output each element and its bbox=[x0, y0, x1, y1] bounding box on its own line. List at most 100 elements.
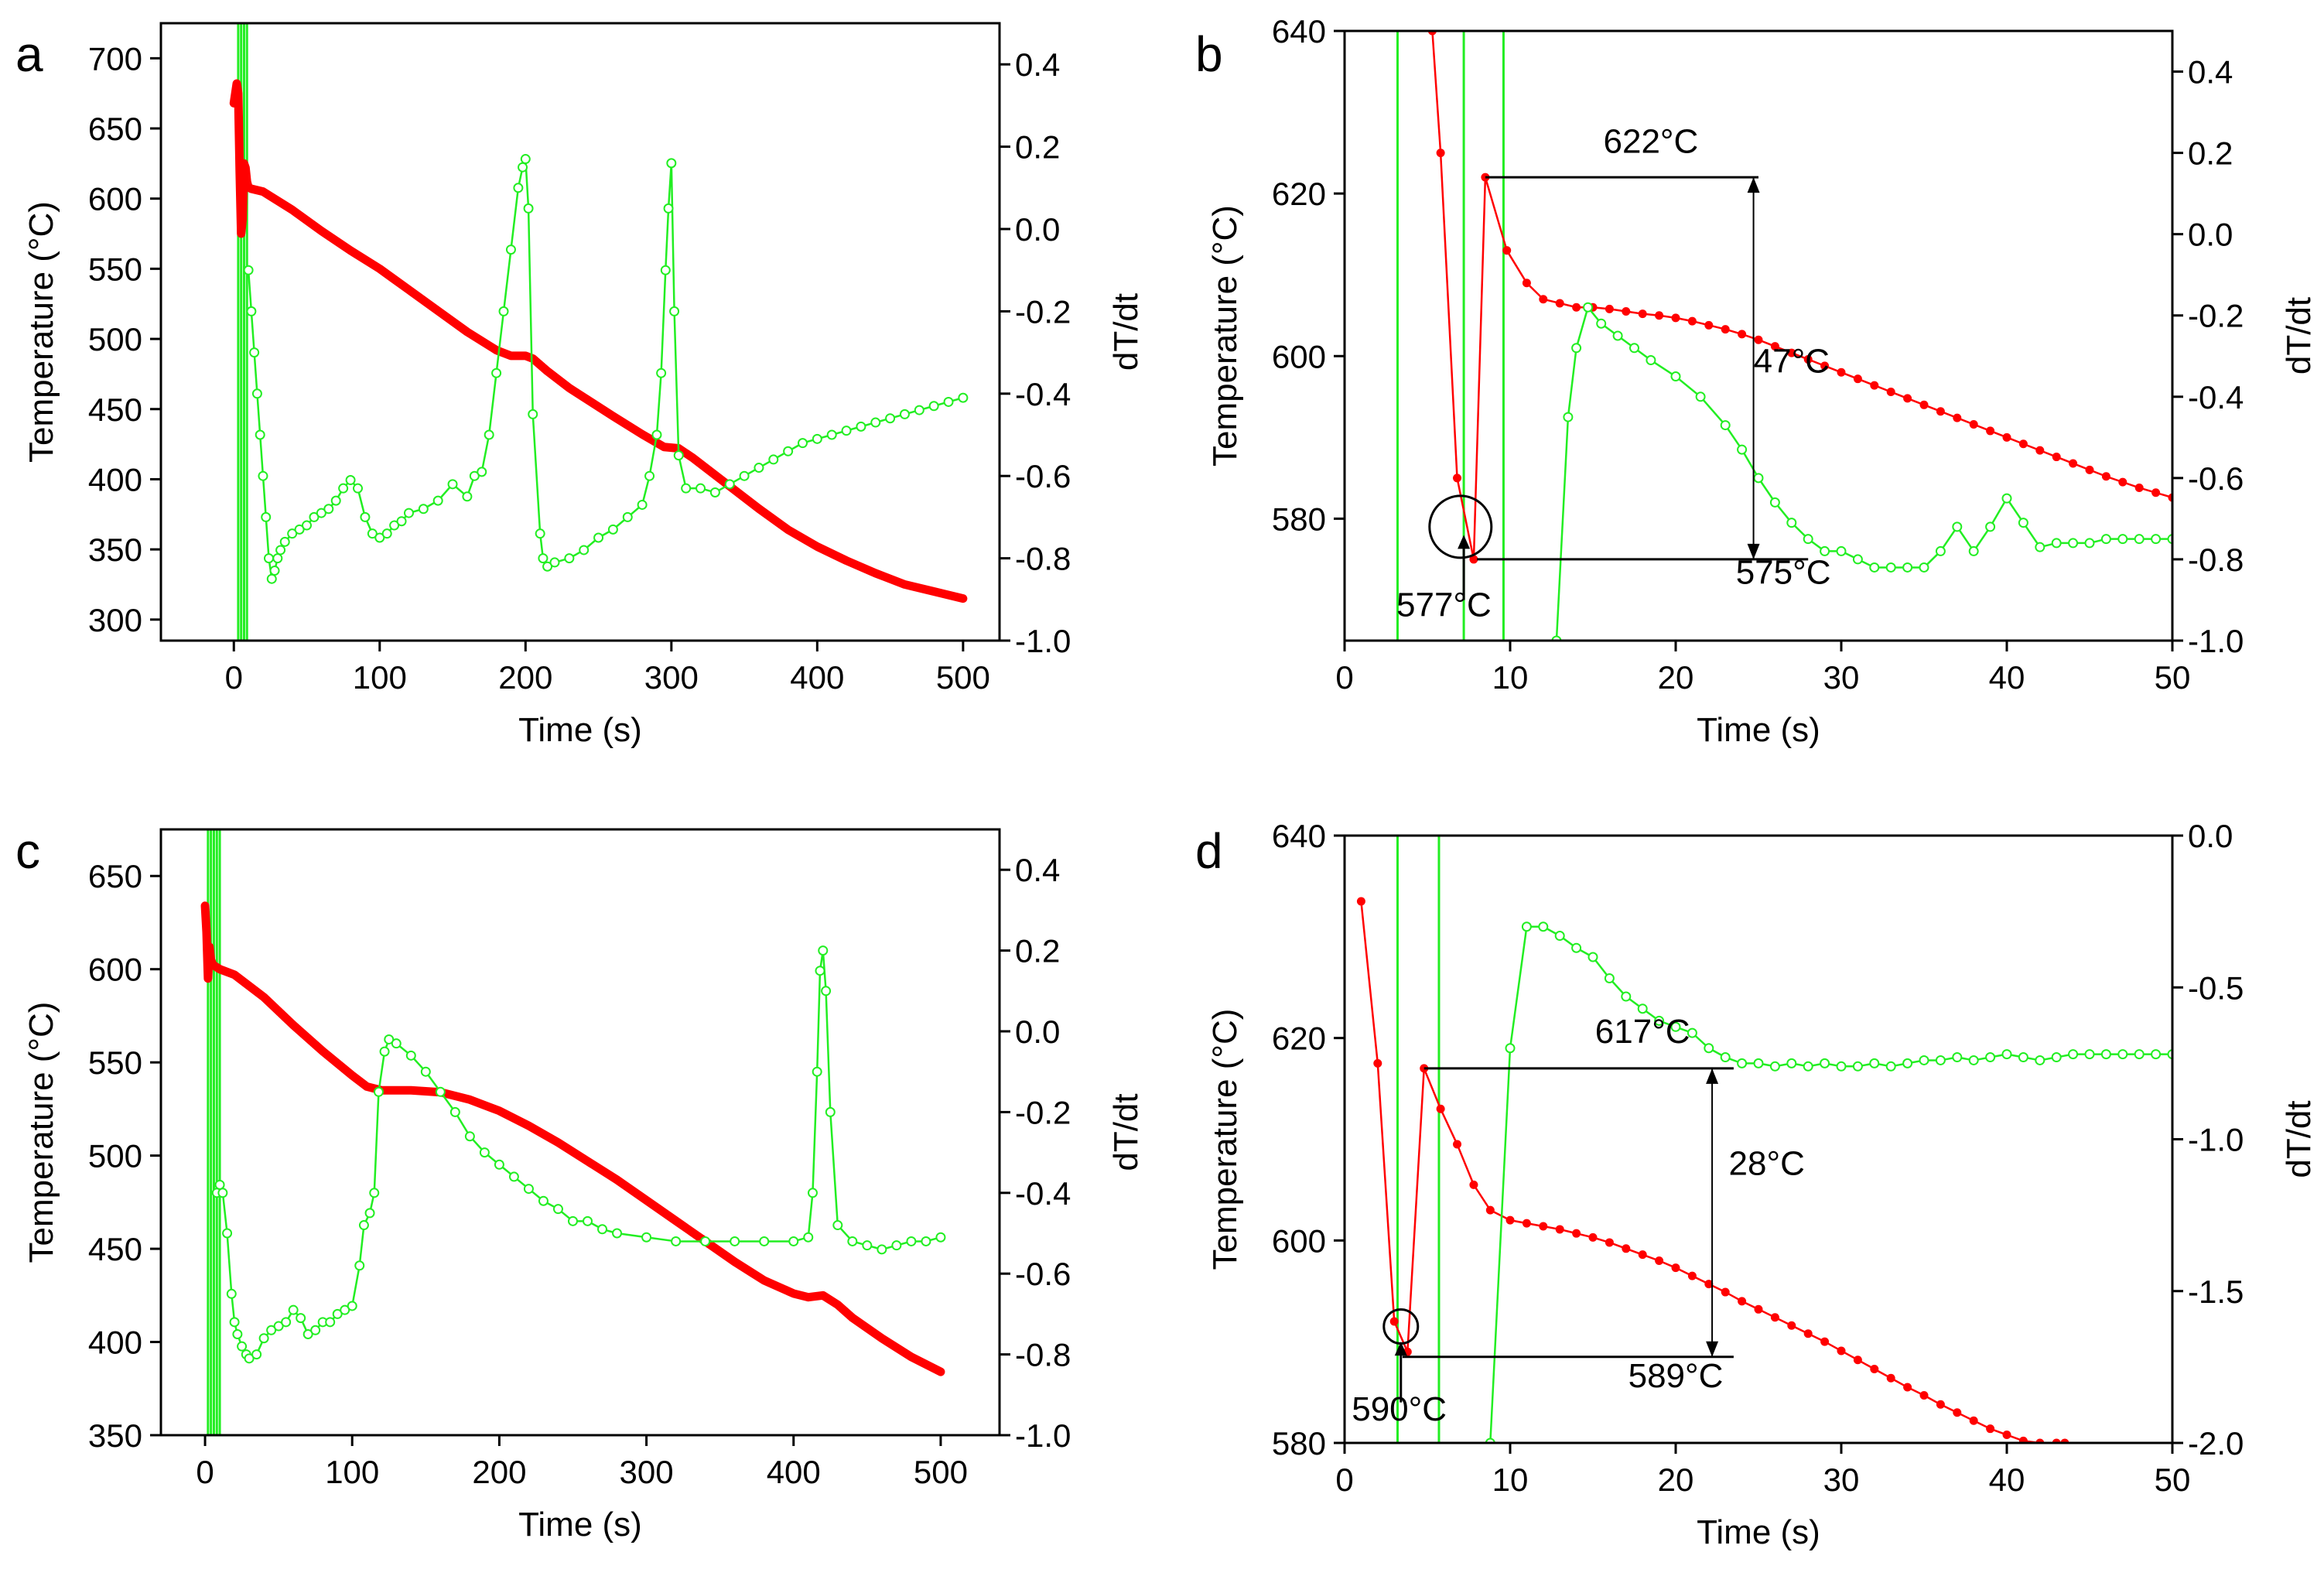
derivative-point bbox=[1753, 473, 1764, 484]
derivative-point bbox=[651, 429, 662, 440]
derivative-point bbox=[754, 463, 764, 473]
x-tick-label: 0 bbox=[225, 659, 243, 696]
derivative-point bbox=[1629, 343, 1639, 354]
temperature-point bbox=[1638, 1250, 1647, 1260]
y-axis-title: Temperature (°C) bbox=[1206, 205, 1244, 467]
panel-b: 622°C 47°C 575°C 577°C 0 10 20 30 40 50 580 600 620 6… bbox=[1206, 13, 2318, 749]
derivative-point bbox=[641, 1232, 652, 1243]
temperature-line bbox=[229, 79, 968, 603]
derivative-point bbox=[542, 561, 553, 572]
derivative-point bbox=[783, 446, 794, 456]
derivative-point bbox=[1985, 521, 1996, 532]
derivative-point bbox=[841, 426, 852, 436]
y2-tick-label: -1.5 bbox=[2188, 1273, 2244, 1310]
derivative-point bbox=[700, 1236, 711, 1246]
derivative-point bbox=[1583, 302, 1594, 313]
derivative-point bbox=[309, 511, 320, 522]
derivative-point bbox=[1737, 1058, 1748, 1068]
x-tick-label: 400 bbox=[790, 659, 844, 696]
derivative-point bbox=[491, 368, 502, 378]
annotation-label: 590°C bbox=[1352, 1390, 1447, 1428]
y-tick-label: 620 bbox=[1272, 1020, 1326, 1057]
y-tick-label: 700 bbox=[88, 40, 142, 77]
derivative-point bbox=[666, 158, 677, 169]
y-tick-label: 640 bbox=[1272, 818, 1326, 854]
temperature-point bbox=[1969, 420, 1978, 429]
derivative-point bbox=[1852, 1061, 1863, 1072]
temperature-point bbox=[1803, 354, 1813, 364]
derivative-point bbox=[396, 516, 407, 527]
y2-tick-label: -0.4 bbox=[2188, 379, 2244, 415]
derivative-point bbox=[273, 1321, 284, 1332]
derivative-point bbox=[538, 1195, 549, 1206]
derivative-point bbox=[797, 438, 808, 449]
derivative-point bbox=[353, 483, 364, 494]
derivative-point bbox=[821, 986, 832, 997]
derivative-point bbox=[1869, 1058, 1880, 1068]
y2-tick-label: 0.0 bbox=[1015, 1014, 1060, 1050]
derivative-point bbox=[1968, 1055, 1979, 1065]
y2-tick-label: 0.4 bbox=[1015, 852, 1060, 888]
temperature-point bbox=[1505, 1215, 1515, 1225]
arrow-head-up bbox=[1706, 1068, 1719, 1084]
derivative-point bbox=[803, 1232, 814, 1243]
derivative-point bbox=[316, 508, 326, 518]
derivative-point bbox=[379, 1046, 390, 1057]
derivative-point bbox=[1654, 1015, 1665, 1026]
derivative-point bbox=[266, 573, 277, 584]
temperature-point bbox=[1986, 426, 1995, 436]
derivative-point bbox=[2068, 538, 2079, 549]
derivative-point bbox=[1521, 921, 1532, 932]
y-tick-label: 400 bbox=[88, 1325, 142, 1361]
y-tick-label: 620 bbox=[1272, 176, 1326, 212]
derivative-point bbox=[217, 1188, 228, 1198]
y2-tick-label: -0.4 bbox=[1015, 376, 1071, 412]
derivative-point bbox=[535, 528, 545, 539]
derivative-point bbox=[1919, 562, 1929, 573]
temperature-point bbox=[1522, 1219, 1531, 1228]
derivative-point bbox=[1538, 921, 1549, 932]
y2-tick-label: -0.8 bbox=[1015, 541, 1071, 577]
derivative-point bbox=[229, 1317, 240, 1328]
panel-letter-a: a bbox=[15, 26, 43, 82]
derivative-line bbox=[1489, 925, 2172, 1443]
temperature-point bbox=[1671, 1263, 1680, 1273]
derivative-point bbox=[1646, 355, 1656, 366]
derivative-point bbox=[2035, 542, 2045, 552]
panel-letter-d: d bbox=[1195, 823, 1223, 879]
y-tick-label: 600 bbox=[1272, 338, 1326, 374]
y2-tick-label: 0.0 bbox=[2188, 818, 2233, 854]
panel-a: 0 100 200 300 400 500 300 350 400 450 500 550 600 650… bbox=[22, 22, 1145, 749]
x-tick-label: 10 bbox=[1492, 1461, 1529, 1498]
y2-tick-label: -0.5 bbox=[2188, 969, 2244, 1006]
y-tick-label: 400 bbox=[88, 461, 142, 497]
derivative-point bbox=[1786, 518, 1797, 528]
charts-layer: 0 100 200 300 400 500300350400450500550600650… bbox=[22, 13, 2318, 1551]
derivative-point bbox=[856, 421, 866, 432]
derivative-point bbox=[251, 388, 262, 399]
y2-tick-label: -1.0 bbox=[1015, 1417, 1071, 1454]
temperature-point bbox=[1853, 374, 1862, 384]
derivative-point bbox=[1919, 1055, 1929, 1065]
temperature-point bbox=[1638, 309, 1647, 319]
derivative-point bbox=[373, 1086, 384, 1097]
x-tick-label: 200 bbox=[498, 659, 552, 696]
y-axis-title: Temperature (°C) bbox=[22, 201, 60, 463]
derivative-point bbox=[449, 1106, 460, 1117]
panel-d: 617°C 28°C 589°C 590°C 0 10 20 30 40 50 580 600 620 6… bbox=[1206, 818, 2318, 1551]
derivative-point bbox=[593, 532, 604, 543]
temperature-point bbox=[1605, 304, 1614, 313]
temperature-point bbox=[1469, 555, 1478, 564]
derivative-point bbox=[347, 1301, 357, 1311]
temperature-point bbox=[1787, 348, 1796, 357]
arrow-head-down bbox=[1706, 1341, 1719, 1357]
derivative-point bbox=[403, 508, 414, 518]
y-tick-label: 600 bbox=[88, 181, 142, 217]
derivative-point bbox=[812, 1066, 822, 1077]
temperature-point bbox=[1953, 1408, 1962, 1417]
derivative-point bbox=[1869, 562, 1880, 573]
derivative-point bbox=[214, 1179, 225, 1190]
derivative-point bbox=[1902, 562, 1913, 573]
temperature-point bbox=[1605, 1238, 1614, 1247]
y2-tick-label: 0.2 bbox=[1015, 129, 1060, 166]
